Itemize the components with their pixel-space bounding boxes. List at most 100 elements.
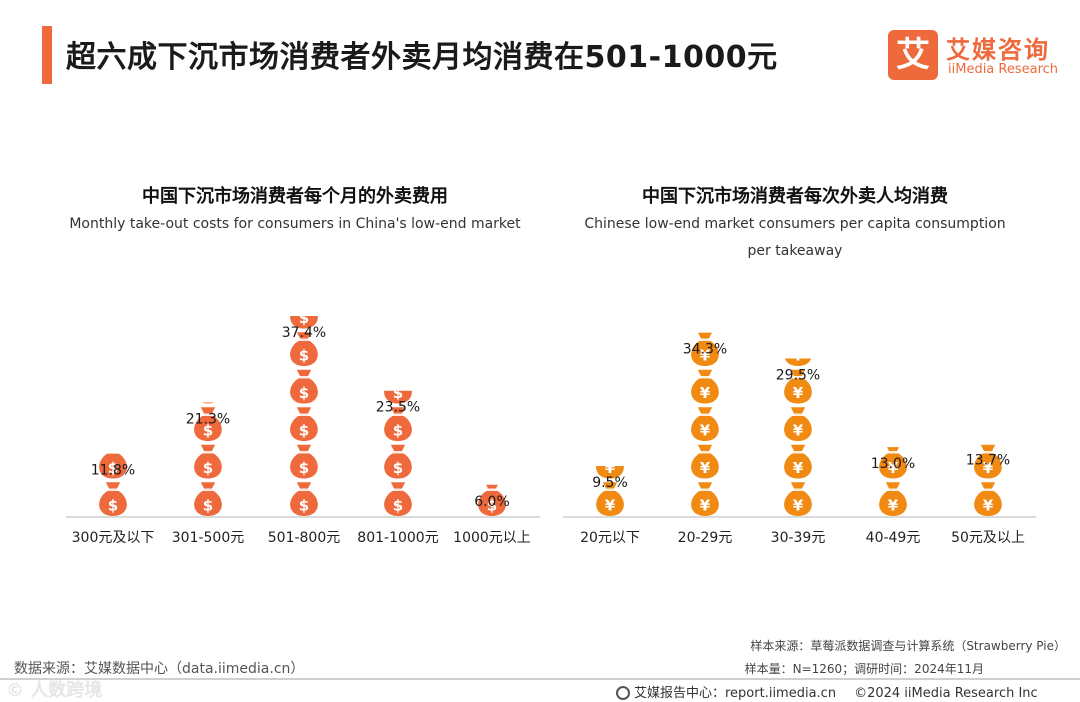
bar-20元以下[interactable]: ¥ ¥9.5% 20元以下 <box>580 445 640 546</box>
svg-text:¥: ¥ <box>983 496 994 514</box>
svg-text:¥: ¥ <box>700 346 711 364</box>
data-label: 29.5% <box>776 367 820 383</box>
data-label: 23.5% <box>376 400 420 416</box>
money-bag-icon <box>784 358 812 366</box>
watermark: © 人数跨境 <box>6 680 103 701</box>
brand-name-cn: 艾媒咨询 <box>946 36 1050 64</box>
svg-text:¥: ¥ <box>700 459 711 477</box>
chart2-subtitle: Chinese low-end market consumers per cap… <box>584 216 1006 259</box>
sample-size: 样本量：N=1260；调研时间：2024年11月 <box>744 662 984 676</box>
bar-1000元以上[interactable]: $6.0% 1000元以上 <box>453 482 531 546</box>
bar-301-500元[interactable]: $ $ $ $21.3% 301-500元 <box>172 370 245 546</box>
bar-30-39元[interactable]: ¥ ¥ ¥ ¥ ¥29.5% 30-39元 <box>771 332 826 546</box>
bar-300元及以下[interactable]: $ $11.8% 300元及以下 <box>72 445 155 546</box>
svg-text:$: $ <box>299 309 309 327</box>
money-bag-icon <box>290 407 318 441</box>
money-bag-icon <box>784 444 812 479</box>
svg-text:$: $ <box>393 496 403 514</box>
data-label: 9.5% <box>592 475 628 491</box>
money-bag-icon <box>194 444 222 479</box>
money-bag-icon <box>974 482 1002 516</box>
svg-text:$: $ <box>203 459 213 477</box>
money-bag-icon <box>290 332 318 366</box>
money-bag-icon <box>691 482 719 516</box>
category-label: 30-39元 <box>771 530 826 546</box>
data-label: 6.0% <box>474 494 510 510</box>
money-bag-icon <box>194 482 222 516</box>
bar-50元及以上[interactable]: ¥ ¥13.7% 50元及以上 <box>951 444 1025 546</box>
money-bag-icon <box>290 315 318 329</box>
data-label: 34.3% <box>683 342 727 358</box>
money-bag-icon <box>974 444 1002 479</box>
chart2-title: 中国下沉市场消费者每次外卖人均消费 <box>642 186 948 207</box>
page-title: 超六成下沉市场消费者外卖月均消费在501-1000元 <box>66 40 778 75</box>
money-bag-icon <box>596 465 624 479</box>
money-bag-icon <box>290 482 318 516</box>
money-bag-icon <box>290 444 318 479</box>
svg-text:$: $ <box>203 384 213 402</box>
bar-40-49元[interactable]: ¥ ¥13.0% 40-49元 <box>866 445 921 546</box>
money-bag-icon <box>99 453 127 479</box>
report-center-link[interactable]: 艾媒报告中心：report.iimedia.cn <box>634 686 837 701</box>
brand-logo-mark: 艾 <box>888 30 938 80</box>
data-label: 37.4% <box>282 325 326 341</box>
money-bag-icon <box>879 482 907 516</box>
money-bag-icon <box>99 482 127 516</box>
money-bag-icon <box>290 369 318 404</box>
data-label: 13.0% <box>871 456 915 472</box>
svg-text:$: $ <box>108 496 118 514</box>
bar-20-29元[interactable]: ¥ ¥ ¥ ¥ ¥34.3% 20-29元 <box>678 332 733 546</box>
money-bag-icon <box>784 482 812 516</box>
money-bag-icon <box>784 407 812 441</box>
svg-text:$: $ <box>299 496 309 514</box>
data-label: 11.8% <box>91 463 135 479</box>
svg-text:$: $ <box>393 384 403 402</box>
money-bag-icon <box>384 390 412 404</box>
svg-text:¥: ¥ <box>888 496 899 514</box>
data-label: 13.7% <box>966 452 1010 468</box>
category-label: 20-29元 <box>678 530 733 546</box>
chart1-subtitle: Monthly take-out costs for consumers in … <box>69 216 521 232</box>
svg-text:¥: ¥ <box>700 496 711 514</box>
category-label: 501-800元 <box>268 530 341 546</box>
svg-text:¥: ¥ <box>793 421 804 439</box>
chart1-group: $ $11.8% 300元及以下 $ $ $ $21.3% 301-500元 $ $ $ $ $ $37.… <box>66 295 540 546</box>
category-label: 20元以下 <box>580 530 640 546</box>
svg-text:¥: ¥ <box>793 496 804 514</box>
category-label: 301-500元 <box>172 530 245 546</box>
svg-text:$: $ <box>393 459 403 477</box>
sample-source: 样本来源：草莓派数据调查与计算系统（Strawberry Pie） <box>750 639 1066 653</box>
svg-text:¥: ¥ <box>793 459 804 477</box>
svg-text:¥: ¥ <box>983 459 994 477</box>
money-bag-icon <box>384 407 412 441</box>
category-label: 1000元以上 <box>453 530 531 546</box>
svg-text:$: $ <box>393 421 403 439</box>
bar-501-800元[interactable]: $ $ $ $ $ $37.4% 501-800元 <box>268 295 341 546</box>
title-accent-bar <box>42 26 52 84</box>
money-bag-icon <box>691 444 719 479</box>
money-bag-icon <box>596 482 624 516</box>
svg-text:¥: ¥ <box>700 384 711 402</box>
svg-text:¥: ¥ <box>605 496 616 514</box>
svg-text:¥: ¥ <box>605 459 616 477</box>
category-label: 50元及以上 <box>951 530 1025 546</box>
svg-text:¥: ¥ <box>700 421 711 439</box>
svg-text:¥: ¥ <box>888 459 899 477</box>
svg-text:¥: ¥ <box>793 346 804 364</box>
category-label: 40-49元 <box>866 530 921 546</box>
brand-logo[interactable]: 艾 艾媒咨询 iiMedia Research <box>888 30 1068 82</box>
data-label: 21.3% <box>186 412 230 428</box>
svg-text:$: $ <box>487 496 497 514</box>
svg-text:$: $ <box>108 459 118 477</box>
brand-name-en: iiMedia Research <box>948 62 1059 77</box>
globe-icon <box>616 686 630 700</box>
svg-text:$: $ <box>299 421 309 439</box>
bar-801-1000元[interactable]: $ $ $ $23.5% 801-1000元 <box>357 370 439 546</box>
money-bag-icon <box>194 407 222 441</box>
money-bag-icon <box>691 369 719 404</box>
svg-text:$: $ <box>203 421 213 439</box>
category-label: 300元及以下 <box>72 530 155 546</box>
money-bag-icon <box>879 447 907 479</box>
money-bag-icon <box>691 407 719 441</box>
money-bag-icon <box>784 369 812 404</box>
